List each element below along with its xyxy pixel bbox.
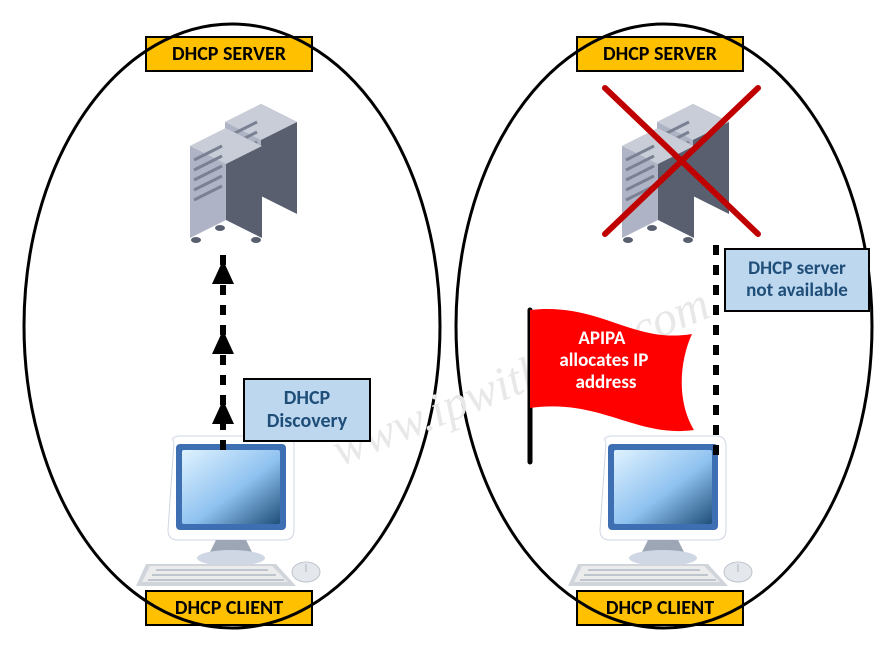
svg-base: www.ipwithease.com xyxy=(0,0,891,653)
right-client-icon xyxy=(568,436,752,586)
dhcp-not-avail-label: DHCP server not available xyxy=(724,248,870,312)
flag-line1: APIPA xyxy=(578,327,626,350)
left-client-icon xyxy=(136,436,320,586)
diagram-stage: www.ipwithease.com xyxy=(0,0,891,653)
flag-line2: allocates IP xyxy=(559,349,648,372)
dhcp-discovery-label: DHCP Discovery xyxy=(243,378,371,442)
right-server-icon xyxy=(622,104,729,243)
left-server-icon xyxy=(190,104,297,243)
flag-line3: address xyxy=(575,371,636,394)
